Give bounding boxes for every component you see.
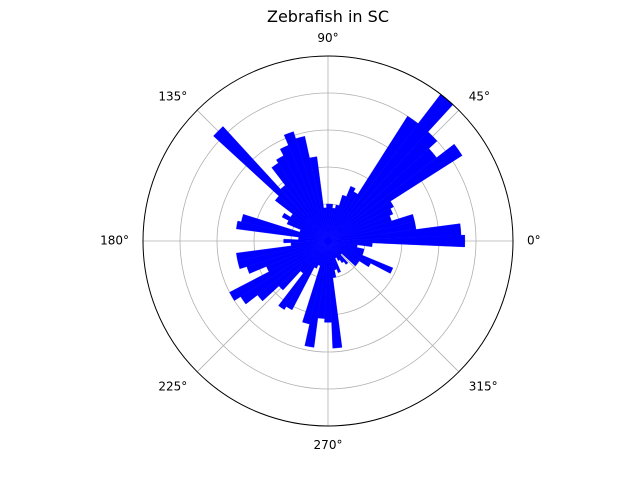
polar-bar xyxy=(327,214,415,242)
polar-bar xyxy=(327,186,356,242)
polar-bar xyxy=(327,240,373,247)
polar-bar xyxy=(246,240,329,274)
polar-bar xyxy=(286,240,329,311)
polar-bar xyxy=(278,240,329,291)
polar-bar xyxy=(327,115,419,242)
polar-bar xyxy=(279,145,329,242)
theta-tick-label: 0° xyxy=(527,234,541,248)
polar-bar xyxy=(314,240,329,269)
theta-tick-label: 90° xyxy=(317,31,338,45)
polar-bar xyxy=(283,131,329,242)
theta-tick-label: 180° xyxy=(100,234,129,248)
polar-bar xyxy=(213,126,329,242)
polar-bar xyxy=(236,220,329,242)
theta-tick-label: 225° xyxy=(158,380,187,394)
theta-tick-label: 45° xyxy=(469,89,490,103)
polar-bar xyxy=(229,240,329,301)
polar-bar xyxy=(278,240,329,310)
polar-bar xyxy=(240,240,329,305)
polar-bar xyxy=(327,234,466,248)
polar-bar xyxy=(271,162,329,242)
theta-gridline-8 xyxy=(327,240,460,373)
polar-bar xyxy=(286,220,329,242)
polar-bar xyxy=(274,195,329,242)
polar-bar xyxy=(327,240,394,274)
polar-bar xyxy=(276,155,329,242)
polar-bar xyxy=(327,143,463,242)
polar-bar xyxy=(327,194,347,242)
polar-bar xyxy=(326,203,330,242)
polar-bar xyxy=(283,238,329,244)
polar-bar xyxy=(237,240,329,270)
polar-bar xyxy=(281,212,329,242)
theta-tick-label: 270° xyxy=(314,438,343,452)
polar-bar xyxy=(327,204,340,242)
theta-tick-label: 135° xyxy=(158,89,187,103)
theta-tick-labels: 0° 45° 90° 135° 180° 225° 270° 315° xyxy=(100,31,541,452)
bars-layer xyxy=(213,94,466,349)
polar-bar xyxy=(257,240,329,302)
polar-bar xyxy=(327,240,365,253)
polar-frame xyxy=(142,55,514,427)
polar-bar xyxy=(304,240,329,348)
chart-title: Zebrafish in SC xyxy=(267,7,389,26)
polar-bar xyxy=(327,240,349,265)
theta-tick-label: 315° xyxy=(469,380,498,394)
